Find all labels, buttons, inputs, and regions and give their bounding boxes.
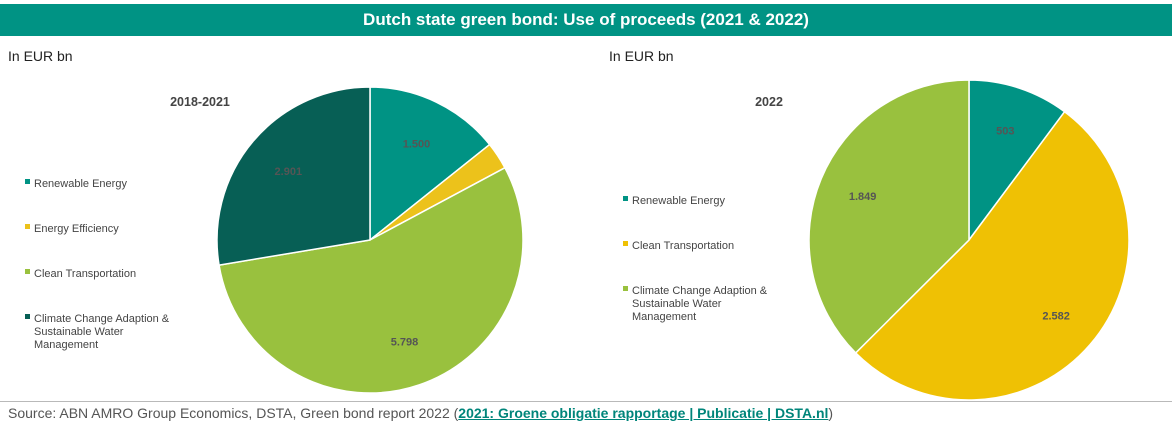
left-legend: Renewable Energy Energy Efficiency Clean T… bbox=[25, 178, 170, 351]
legend-marker-climate-change-adaption-sustainable-water-management bbox=[25, 314, 30, 319]
unit-label-right: In EUR bn bbox=[609, 48, 674, 64]
right-pie-title: 2022 bbox=[755, 95, 783, 109]
legend-marker-renewable-energy bbox=[623, 196, 628, 201]
legend-label-climate-change-adaption-sustainable-water-management: Climate Change Adaption & Sustainable Wat… bbox=[632, 285, 768, 323]
chart-title-bar: Dutch state green bond: Use of proceeds … bbox=[0, 4, 1172, 36]
footer-divider bbox=[0, 401, 1172, 402]
legend-label-clean-transportation: Clean Transportation bbox=[632, 240, 734, 252]
data-label-renewable-energy: 1.500 bbox=[403, 139, 431, 151]
unit-label-left: In EUR bn bbox=[8, 48, 73, 64]
legend-label-renewable-energy: Renewable Energy bbox=[34, 178, 127, 190]
pie-slice-clean-transportation bbox=[218, 166, 524, 394]
data-label-clean-transportation: 2.582 bbox=[1042, 310, 1070, 322]
legend-label-clean-transportation: Clean Transportation bbox=[34, 268, 136, 280]
left-pie-title: 2018-2021 bbox=[170, 95, 230, 109]
pie-slice-renewable-energy bbox=[968, 79, 1066, 243]
right-legend: Renewable Energy Clean Transportation Clim… bbox=[623, 195, 768, 323]
legend-marker-clean-transportation bbox=[25, 269, 30, 274]
legend-marker-renewable-energy bbox=[25, 179, 30, 184]
legend-marker-clean-transportation bbox=[623, 241, 628, 246]
source-prefix: Source: ABN AMRO Group Economics, DSTA, … bbox=[8, 405, 459, 421]
data-label-clean-transportation: 5.798 bbox=[391, 336, 419, 348]
data-label-climate-change-adaption-sustainable-water-management: 2.901 bbox=[275, 166, 303, 178]
legend-marker-climate-change-adaption-sustainable-water-management bbox=[623, 286, 628, 291]
legend-label-climate-change-adaption-sustainable-water-management: Climate Change Adaption & Sustainable Wat… bbox=[34, 313, 170, 351]
pie-slice-climate-change-adaption-sustainable-water-management bbox=[808, 79, 970, 355]
legend-label-renewable-energy: Renewable Energy bbox=[632, 195, 725, 207]
pie-slice-clean-transportation bbox=[854, 110, 1130, 401]
legend-label-energy-efficiency: Energy Efficiency bbox=[34, 223, 119, 235]
data-label-renewable-energy: 503 bbox=[996, 126, 1014, 138]
legend-marker-energy-efficiency bbox=[25, 224, 30, 229]
pie-slice-renewable-energy bbox=[369, 86, 491, 242]
source-suffix: ) bbox=[828, 405, 834, 421]
source-note: Source: ABN AMRO Group Economics, DSTA, … bbox=[8, 405, 833, 421]
pie-slice-climate-change-adaption-sustainable-water-management bbox=[216, 86, 371, 266]
data-label-climate-change-adaption-sustainable-water-management: 1.849 bbox=[849, 191, 877, 203]
right-pie: 503 2.582 1.849 bbox=[808, 79, 1130, 401]
source-link[interactable]: 2021: Groene obligatie rapportage | Publ… bbox=[458, 405, 829, 421]
